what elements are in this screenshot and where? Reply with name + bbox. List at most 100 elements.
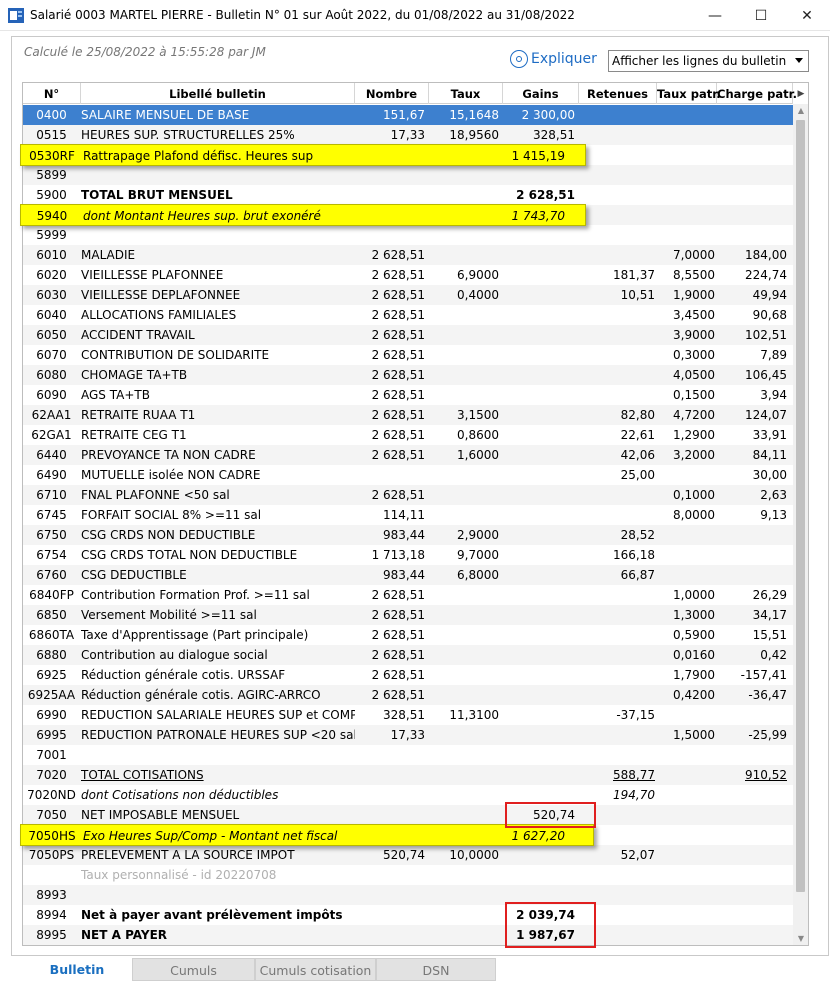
table-row[interactable]: 6860TA Taxe d'Apprentissage (Part princip… (23, 625, 793, 645)
maximize-button[interactable]: ☐ (754, 7, 768, 24)
cell-taux-patr (657, 205, 715, 225)
table-row[interactable]: 6990 REDUCTION SALARIALE HEURES SUP et CO… (23, 705, 793, 725)
table-row[interactable]: 6440 PREVOYANCE TA NON CADRE 2 628,51 1,600… (23, 445, 793, 465)
cell-taux-patr: 0,1500 (673, 388, 715, 402)
table-row[interactable]: 62GA1 RETRAITE CEG T1 2 628,51 0,8600 22,61 1… (23, 425, 793, 445)
bulletin-grid: N° Libellé bulletin Nombre Taux Gains Re… (22, 82, 809, 946)
col-header-retenues[interactable]: Retenues (579, 83, 657, 104)
table-row[interactable]: 6050 ACCIDENT TRAVAIL 2 628,51 3,9000 102,51 (23, 325, 793, 345)
table-row[interactable]: 5999 (23, 225, 793, 245)
cell-gains (501, 665, 575, 685)
scrollbar-thumb[interactable] (796, 120, 805, 892)
scroll-down-icon[interactable]: ▼ (797, 934, 805, 943)
table-row[interactable]: 6070 CONTRIBUTION DE SOLIDARITE 2 628,51 0,… (23, 345, 793, 365)
table-row[interactable]: 6030 VIEILLESSE DEPLAFONNEE 2 628,51 0,4000… (23, 285, 793, 305)
table-row[interactable]: 8993 (23, 885, 793, 905)
table-row[interactable]: 5899 (23, 165, 793, 185)
cell-charge-patr (717, 205, 787, 225)
table-row[interactable]: 0515 HEURES SUP. STRUCTURELLES 25% 17,33 18… (23, 125, 793, 145)
cell-code: 6990 (36, 708, 67, 722)
table-row[interactable]: 6754 CSG CRDS TOTAL NON DEDUCTIBLE 1 713,1… (23, 545, 793, 565)
cell-gains (501, 265, 575, 285)
cell-charge-patr: 224,74 (745, 268, 787, 282)
cell-retenues (577, 625, 655, 645)
table-row[interactable]: 6090 AGS TA+TB 2 628,51 0,1500 3,94 (23, 385, 793, 405)
table-row[interactable]: 8995 NET A PAYER 1 987,67 (23, 925, 793, 945)
cell-label: FNAL PLAFONNE <50 sal (81, 488, 230, 502)
table-row[interactable]: 7050 NET IMPOSABLE MENSUEL 520,74 (23, 805, 793, 825)
cell-nombre: 2 628,51 (371, 608, 425, 622)
table-row[interactable]: 6710 FNAL PLAFONNE <50 sal 2 628,51 0,1000 2… (23, 485, 793, 505)
tab-dsn[interactable]: DSN (376, 958, 496, 981)
cell-retenues (577, 345, 655, 365)
cell-charge-patr: -157,41 (740, 668, 787, 682)
table-row[interactable]: 6080 CHOMAGE TA+TB 2 628,51 4,0500 106,45 (23, 365, 793, 385)
table-row[interactable]: 7050PS PRELEVEMENT A LA SOURCE IMPOT 520,7… (23, 845, 793, 865)
tab-bulletin[interactable]: Bulletin (22, 958, 132, 981)
cell-nombre: 983,44 (383, 528, 425, 542)
table-row[interactable]: 7020 TOTAL COTISATIONS 588,77 910,52 (23, 765, 793, 785)
tab-cumuls-cotisation[interactable]: Cumuls cotisation (255, 958, 376, 981)
explain-button[interactable]: Expliquer (510, 50, 597, 68)
col-header-code[interactable]: N° (23, 83, 81, 104)
table-row[interactable]: 62AA1 RETRAITE RUAA T1 2 628,51 3,1500 82,80… (23, 405, 793, 425)
table-row[interactable]: Taux personnalisé - id 20220708 (23, 865, 793, 885)
col-header-charge-patr[interactable]: Charge patr. (717, 83, 797, 104)
table-row[interactable]: 6925 Réduction générale cotis. URSSAF 2 62… (23, 665, 793, 685)
col-header-nombre[interactable]: Nombre (355, 83, 429, 104)
cell-code (23, 865, 80, 885)
cell-nombre: 2 628,51 (371, 428, 425, 442)
cell-nombre: 2 628,51 (371, 588, 425, 602)
cell-taux-patr: 0,1000 (673, 488, 715, 502)
cell-code: 7050PS (28, 848, 75, 862)
col-header-taux[interactable]: Taux (429, 83, 503, 104)
cell-code: 6710 (36, 488, 67, 502)
table-row[interactable]: 6010 MALADIE 2 628,51 7,0000 184,00 (23, 245, 793, 265)
cell-charge-patr: 7,89 (760, 348, 787, 362)
cell-label: MALADIE (81, 248, 136, 262)
cell-gains: 328,51 (533, 128, 575, 142)
minimize-button[interactable]: — (708, 7, 722, 24)
tab-cumuls[interactable]: Cumuls (132, 958, 255, 981)
table-row[interactable]: 6490 MUTUELLE isolée NON CADRE 25,00 30,00 (23, 465, 793, 485)
cell-retenues: 10,51 (620, 288, 655, 302)
display-lines-select[interactable]: Afficher les lignes du bulletin (608, 50, 809, 72)
table-row[interactable]: 7020ND dont Cotisations non déductibles 19… (23, 785, 793, 805)
cell-nombre: 2 628,51 (371, 408, 425, 422)
cell-code: 6745 (36, 508, 67, 522)
cell-charge-patr: 106,45 (745, 368, 787, 382)
table-row[interactable]: 8994 Net à payer avant prélèvement impôts… (23, 905, 793, 925)
cell-retenues: 28,52 (620, 528, 655, 542)
table-row[interactable]: 6760 CSG DEDUCTIBLE 983,44 6,8000 66,87 (23, 565, 793, 585)
table-row[interactable]: 6745 FORFAIT SOCIAL 8% >=11 sal 114,11 8,00… (23, 505, 793, 525)
table-row[interactable]: 6020 VIEILLESSE PLAFONNEE 2 628,51 6,9000 18… (23, 265, 793, 285)
scroll-up-icon[interactable]: ▲ (797, 106, 805, 115)
vertical-scrollbar[interactable]: ▲ ▼ (793, 104, 808, 945)
table-row[interactable]: 6880 Contribution au dialogue social 2 628… (23, 645, 793, 665)
cell-taux-patr (657, 885, 715, 905)
table-row[interactable]: 6925AA Réduction générale cotis. AGIRC-AR… (23, 685, 793, 705)
table-row[interactable]: 5900 TOTAL BRUT MENSUEL 2 628,51 (23, 185, 793, 205)
chevron-right-icon[interactable]: ▶ (797, 88, 805, 99)
table-row[interactable]: 6040 ALLOCATIONS FAMILIALES 2 628,51 3,4500… (23, 305, 793, 325)
cell-nombre: 2 628,51 (371, 308, 425, 322)
col-header-label[interactable]: Libellé bulletin (81, 83, 355, 104)
cell-retenues (577, 645, 655, 665)
cell-label: CSG DEDUCTIBLE (81, 568, 187, 582)
close-button[interactable]: ✕ (801, 7, 813, 24)
highlight-gains: 1 627,20 (511, 829, 565, 843)
table-row[interactable]: 7001 (23, 745, 793, 765)
cell-label: NET A PAYER (81, 928, 168, 942)
table-row[interactable]: 6850 Versement Mobilité >=11 sal 2 628,51 1… (23, 605, 793, 625)
cell-taux: 18,9560 (449, 128, 499, 142)
cell-label (81, 225, 355, 245)
table-row[interactable]: 6995 REDUCTION PATRONALE HEURES SUP <20 s… (23, 725, 793, 745)
col-header-gains[interactable]: Gains (503, 83, 579, 104)
table-row[interactable]: 6750 CSG CRDS NON DEDUCTIBLE 983,44 2,9000 2… (23, 525, 793, 545)
table-row[interactable]: 6840FP Contribution Formation Prof. >=11 … (23, 585, 793, 605)
cell-gains: 520,74 (533, 808, 575, 822)
cell-taux-patr (657, 825, 715, 845)
table-row[interactable]: 0400 SALAIRE MENSUEL DE BASE 151,67 15,1648… (23, 105, 793, 125)
cell-nombre: 2 628,51 (371, 288, 425, 302)
col-header-taux-patr[interactable]: Taux patr. (657, 83, 721, 104)
